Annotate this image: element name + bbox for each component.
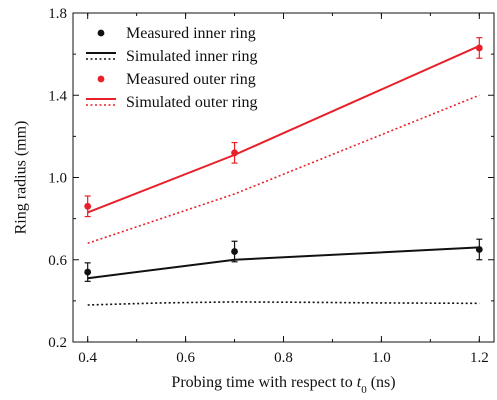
x-tick-label: 0.4 (78, 350, 97, 366)
legend-marker (97, 29, 105, 37)
measured-inner-ring-point (231, 248, 238, 255)
legend-item: Measured inner ring (97, 25, 256, 42)
y-axis-label: Ring radius (mm) (13, 121, 30, 235)
simulated-outer-ring-line (87, 94, 480, 245)
measured-inner-ring-point (84, 268, 92, 276)
y-tick-label: 0.2 (48, 335, 67, 351)
plot-area: 0.4 0.6 0.8 1.0 1.2 0.2 0.6 1.0 1.4 1.8 Measured i… (48, 6, 495, 366)
x-axis-label: Probing time with respect to t0 (ns) (171, 374, 395, 396)
legend-item: Measured outer ring (97, 71, 256, 88)
x-axis-label-var: t (357, 374, 362, 391)
x-axis-label-suffix: (ns) (367, 374, 396, 391)
x-axis-label-sub: 0 (361, 384, 367, 396)
x-tick-label: 1.0 (372, 350, 391, 366)
measured-outer-ring-point (84, 202, 92, 210)
inner-ring-fit-line (87, 246, 480, 280)
legend-item: Simulated inner ring (86, 48, 258, 65)
measured-inner-ring-point (475, 246, 483, 253)
x-tick-label: 0.8 (274, 350, 293, 366)
legend-label: Simulated outer ring (126, 94, 258, 111)
y-tick-label: 1.4 (48, 88, 67, 104)
measured-outer-ring-point (231, 149, 238, 157)
legend-label: Measured outer ring (126, 71, 256, 88)
y-tick-label: 0.6 (48, 253, 67, 269)
legend-item: Simulated outer ring (86, 94, 258, 111)
y-tick-label: 1.0 (48, 171, 67, 187)
simulated-inner-ring-line (87, 301, 480, 306)
x-tick-label: 1.2 (470, 350, 489, 366)
legend-label: Measured inner ring (126, 25, 256, 42)
y-tick-label: 1.8 (48, 6, 67, 22)
x-tick-label: 0.6 (176, 350, 195, 366)
legend-marker (97, 75, 105, 83)
measured-outer-ring-point (475, 44, 483, 52)
legend-label: Simulated inner ring (126, 48, 258, 65)
x-axis-label-prefix: Probing time with respect to (171, 374, 356, 391)
